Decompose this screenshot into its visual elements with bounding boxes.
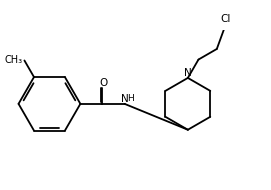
Text: CH₃: CH₃ <box>4 55 22 66</box>
Text: O: O <box>99 78 108 88</box>
Text: N: N <box>121 93 128 104</box>
Text: Cl: Cl <box>220 14 230 24</box>
Text: N: N <box>184 68 192 78</box>
Text: H: H <box>127 94 134 103</box>
